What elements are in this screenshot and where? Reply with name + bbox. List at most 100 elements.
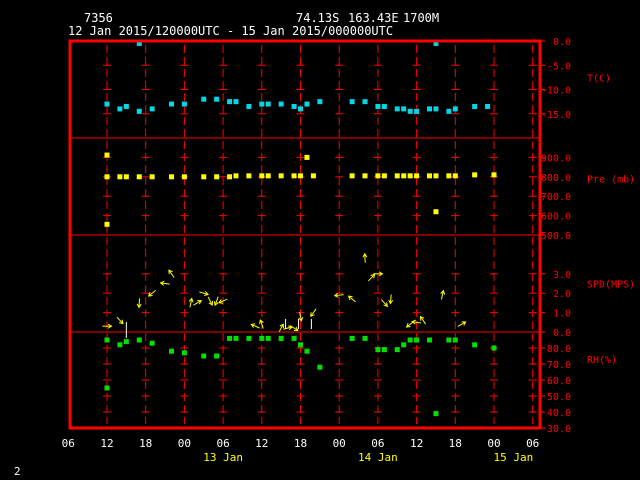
wind-vector xyxy=(420,316,426,325)
wind-vector-head xyxy=(461,321,467,326)
wind-vector xyxy=(412,321,422,324)
data-point xyxy=(491,172,497,178)
data-point xyxy=(452,106,458,112)
data-point xyxy=(407,173,413,179)
wind-vector xyxy=(193,300,202,306)
wind-vector xyxy=(457,321,466,327)
wind-vector xyxy=(218,298,228,304)
day-label: 15 Jan xyxy=(493,451,533,464)
wind-vector-head xyxy=(204,291,210,296)
data-point xyxy=(265,335,271,341)
wind-vector-head xyxy=(159,280,165,286)
data-point xyxy=(201,96,207,102)
data-point xyxy=(214,353,220,359)
data-point xyxy=(227,335,233,341)
wind-vector-head xyxy=(370,273,376,279)
wind-vector-head xyxy=(440,289,446,295)
data-point xyxy=(433,40,439,46)
data-point xyxy=(349,335,355,341)
data-point xyxy=(246,103,252,109)
x-tick-label: 00 xyxy=(333,437,346,450)
y-tick-label: -15.0 xyxy=(541,110,571,121)
y-tick-label: 0.0 xyxy=(553,37,571,48)
wind-vector xyxy=(160,282,170,285)
y-tick-label: -10.0 xyxy=(541,86,571,97)
x-tick-label: 18 xyxy=(449,437,462,450)
panel-name-label: RH(%) xyxy=(587,355,617,366)
data-point xyxy=(104,174,110,180)
wind-vector xyxy=(168,269,175,278)
y-tick-label: 500.0 xyxy=(541,231,571,242)
data-point xyxy=(117,342,123,348)
day-label: 13 Jan xyxy=(203,451,243,464)
x-tick-label: 18 xyxy=(139,437,152,450)
wind-vector-head xyxy=(218,299,223,304)
y-tick-label: 70.0 xyxy=(547,360,571,371)
wind-vector xyxy=(138,298,141,308)
data-point xyxy=(149,340,155,346)
data-point xyxy=(117,106,123,112)
panel-name-label: Pre (mb) xyxy=(587,175,635,186)
wind-vector xyxy=(214,296,219,306)
wind-vector-head xyxy=(147,292,153,297)
x-tick-label: 12 xyxy=(100,437,113,450)
data-point xyxy=(446,173,452,179)
data-point xyxy=(304,101,310,107)
y-tick-label: -5.0 xyxy=(547,61,571,72)
data-point xyxy=(349,173,355,179)
data-point xyxy=(375,347,381,353)
data-point xyxy=(123,174,129,180)
data-point xyxy=(394,347,400,353)
wind-vector-head xyxy=(118,319,124,325)
data-point xyxy=(123,339,129,345)
data-point xyxy=(298,106,303,112)
wind-vector xyxy=(207,296,213,306)
data-point xyxy=(149,106,155,112)
y-tick-label: 30.0 xyxy=(547,424,571,435)
data-point xyxy=(394,173,400,179)
data-point xyxy=(491,345,497,351)
data-point xyxy=(169,174,174,180)
data-point xyxy=(149,174,155,180)
wind-vector-head xyxy=(405,323,411,328)
wind-vector-head xyxy=(383,302,389,307)
data-point xyxy=(304,348,310,354)
data-point xyxy=(362,173,368,179)
data-point xyxy=(117,174,123,180)
data-point xyxy=(298,342,303,348)
x-tick-label: 12 xyxy=(410,437,423,450)
panel-name-label: T(C) xyxy=(587,73,611,84)
wind-vector xyxy=(367,274,375,282)
y-tick-label: 3.0 xyxy=(553,270,571,281)
data-point xyxy=(362,99,368,105)
wind-vector-head xyxy=(136,303,142,309)
data-point xyxy=(381,103,387,109)
wind-vector-head xyxy=(107,323,113,329)
data-point xyxy=(136,40,142,46)
data-point xyxy=(381,173,387,179)
data-point xyxy=(123,103,129,109)
data-point xyxy=(246,335,252,341)
wind-vector xyxy=(259,319,264,329)
wind-vector-head xyxy=(213,301,219,307)
data-point xyxy=(181,101,187,107)
wind-vector-head xyxy=(298,316,304,322)
wind-vector xyxy=(199,291,209,295)
data-point xyxy=(472,342,478,348)
data-point xyxy=(278,173,284,179)
data-point xyxy=(104,152,110,158)
data-point xyxy=(136,174,142,180)
x-tick-label: 12 xyxy=(255,437,268,450)
data-point xyxy=(291,103,297,109)
wind-vector-head xyxy=(168,269,173,275)
data-point xyxy=(427,106,432,112)
day-label: 14 Jan xyxy=(358,451,398,464)
wind-vector xyxy=(251,323,260,329)
y-tick-label: 80.0 xyxy=(547,344,571,355)
data-point xyxy=(472,103,478,109)
data-point xyxy=(401,173,407,179)
wind-vector xyxy=(380,299,388,307)
station-longitude: 163.43E xyxy=(348,11,399,25)
time-range-title: 12 Jan 2015/120000UTC - 15 Jan 2015/0000… xyxy=(68,24,394,38)
data-point xyxy=(414,337,420,343)
